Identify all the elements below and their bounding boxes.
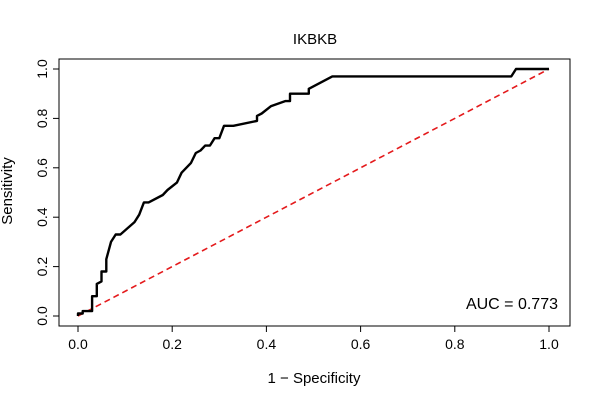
x-axis-title: 1 − Specificity: [268, 370, 361, 387]
plot-area: [58, 58, 571, 327]
y-tick-label: 0.4: [34, 207, 50, 227]
y-tick-label: 0.0: [34, 306, 50, 326]
auc-annotation: AUC = 0.773: [466, 296, 558, 313]
y-tick-label: 0.8: [34, 108, 50, 128]
y-tick-label: 0.2: [34, 257, 50, 277]
reference-diagonal-line: [77, 68, 550, 317]
plot-frame: [58, 58, 571, 327]
x-tick-label: 0.4: [257, 336, 277, 352]
y-tick-label: 1.0: [34, 59, 50, 79]
x-tick-label: 1.0: [539, 336, 559, 352]
y-tick-label: 0.6: [34, 158, 50, 178]
chart-title: IKBKB: [293, 31, 337, 48]
x-tick-label: 0.8: [445, 336, 465, 352]
x-tick-label: 0.0: [68, 336, 88, 352]
y-axis-title: Sensitivity: [0, 157, 16, 225]
y-axis: 0.0 0.2 0.4 0.6 0.8 1.0: [34, 59, 59, 326]
roc-curve-line: [76, 67, 549, 316]
x-tick-label: 0.6: [351, 336, 371, 352]
x-axis: 0.0 0.2 0.4 0.6 0.8 1.0: [68, 326, 559, 352]
x-tick-label: 0.2: [162, 336, 182, 352]
